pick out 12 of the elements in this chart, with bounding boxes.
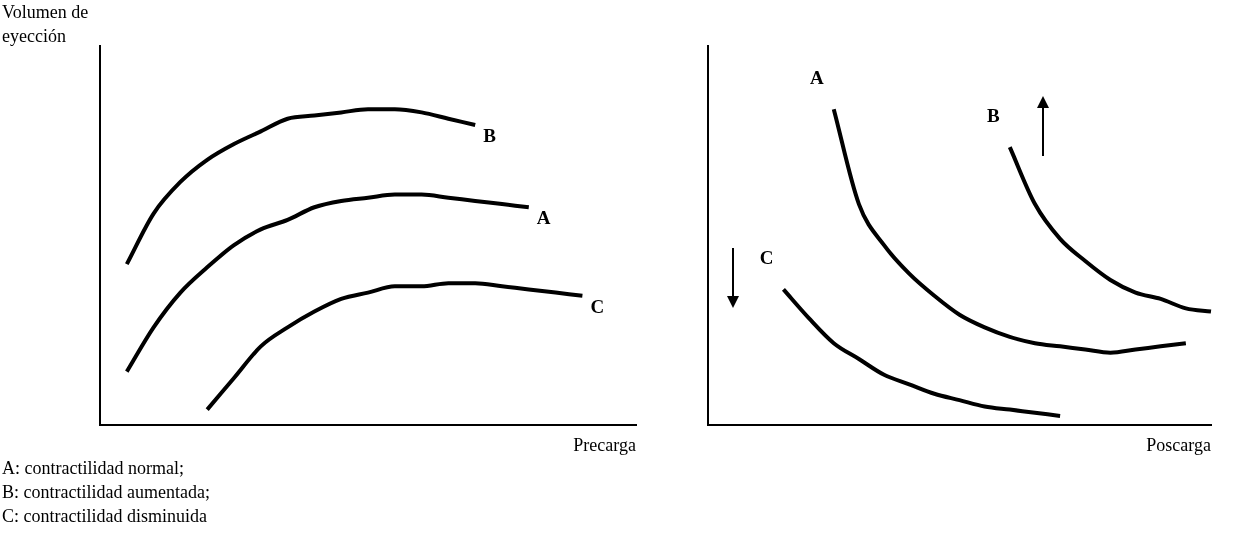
x-axis-title: Precarga <box>573 434 636 455</box>
text: C: contractilidad disminuida <box>2 505 208 528</box>
series-label: B <box>483 124 497 146</box>
x-axis-title: Poscarga <box>1146 434 1212 455</box>
series-label: A <box>536 207 551 229</box>
text: B: contractilidad aumentada; <box>2 481 210 504</box>
series-label: C <box>590 295 605 317</box>
text: A: contractilidad normal; <box>2 457 185 480</box>
series-label: C <box>759 247 774 269</box>
series-label: A <box>810 67 825 89</box>
series-label: B <box>987 105 1001 127</box>
y-axis-title: Volumen de eyección <box>2 1 90 48</box>
